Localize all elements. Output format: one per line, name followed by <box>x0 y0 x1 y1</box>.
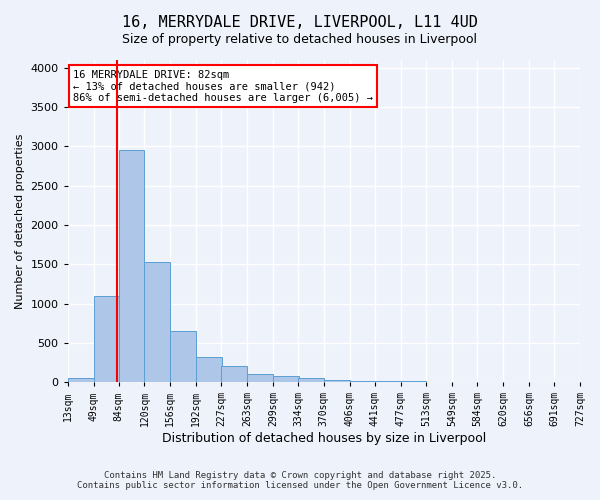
Bar <box>94 296 119 382</box>
Bar <box>119 150 145 382</box>
Bar <box>196 357 222 382</box>
Bar <box>298 378 324 382</box>
Bar <box>68 378 94 382</box>
Bar <box>273 376 299 382</box>
Y-axis label: Number of detached properties: Number of detached properties <box>15 134 25 309</box>
Bar <box>145 262 170 382</box>
Bar <box>324 380 350 382</box>
Bar <box>375 381 401 382</box>
Text: Contains HM Land Registry data © Crown copyright and database right 2025.
Contai: Contains HM Land Registry data © Crown c… <box>77 470 523 490</box>
Bar <box>247 374 273 382</box>
X-axis label: Distribution of detached houses by size in Liverpool: Distribution of detached houses by size … <box>162 432 486 445</box>
Text: 16, MERRYDALE DRIVE, LIVERPOOL, L11 4UD: 16, MERRYDALE DRIVE, LIVERPOOL, L11 4UD <box>122 15 478 30</box>
Bar <box>350 380 376 382</box>
Text: 16 MERRYDALE DRIVE: 82sqm
← 13% of detached houses are smaller (942)
86% of semi: 16 MERRYDALE DRIVE: 82sqm ← 13% of detac… <box>73 70 373 103</box>
Bar <box>221 366 247 382</box>
Bar <box>170 331 196 382</box>
Text: Size of property relative to detached houses in Liverpool: Size of property relative to detached ho… <box>122 32 478 46</box>
